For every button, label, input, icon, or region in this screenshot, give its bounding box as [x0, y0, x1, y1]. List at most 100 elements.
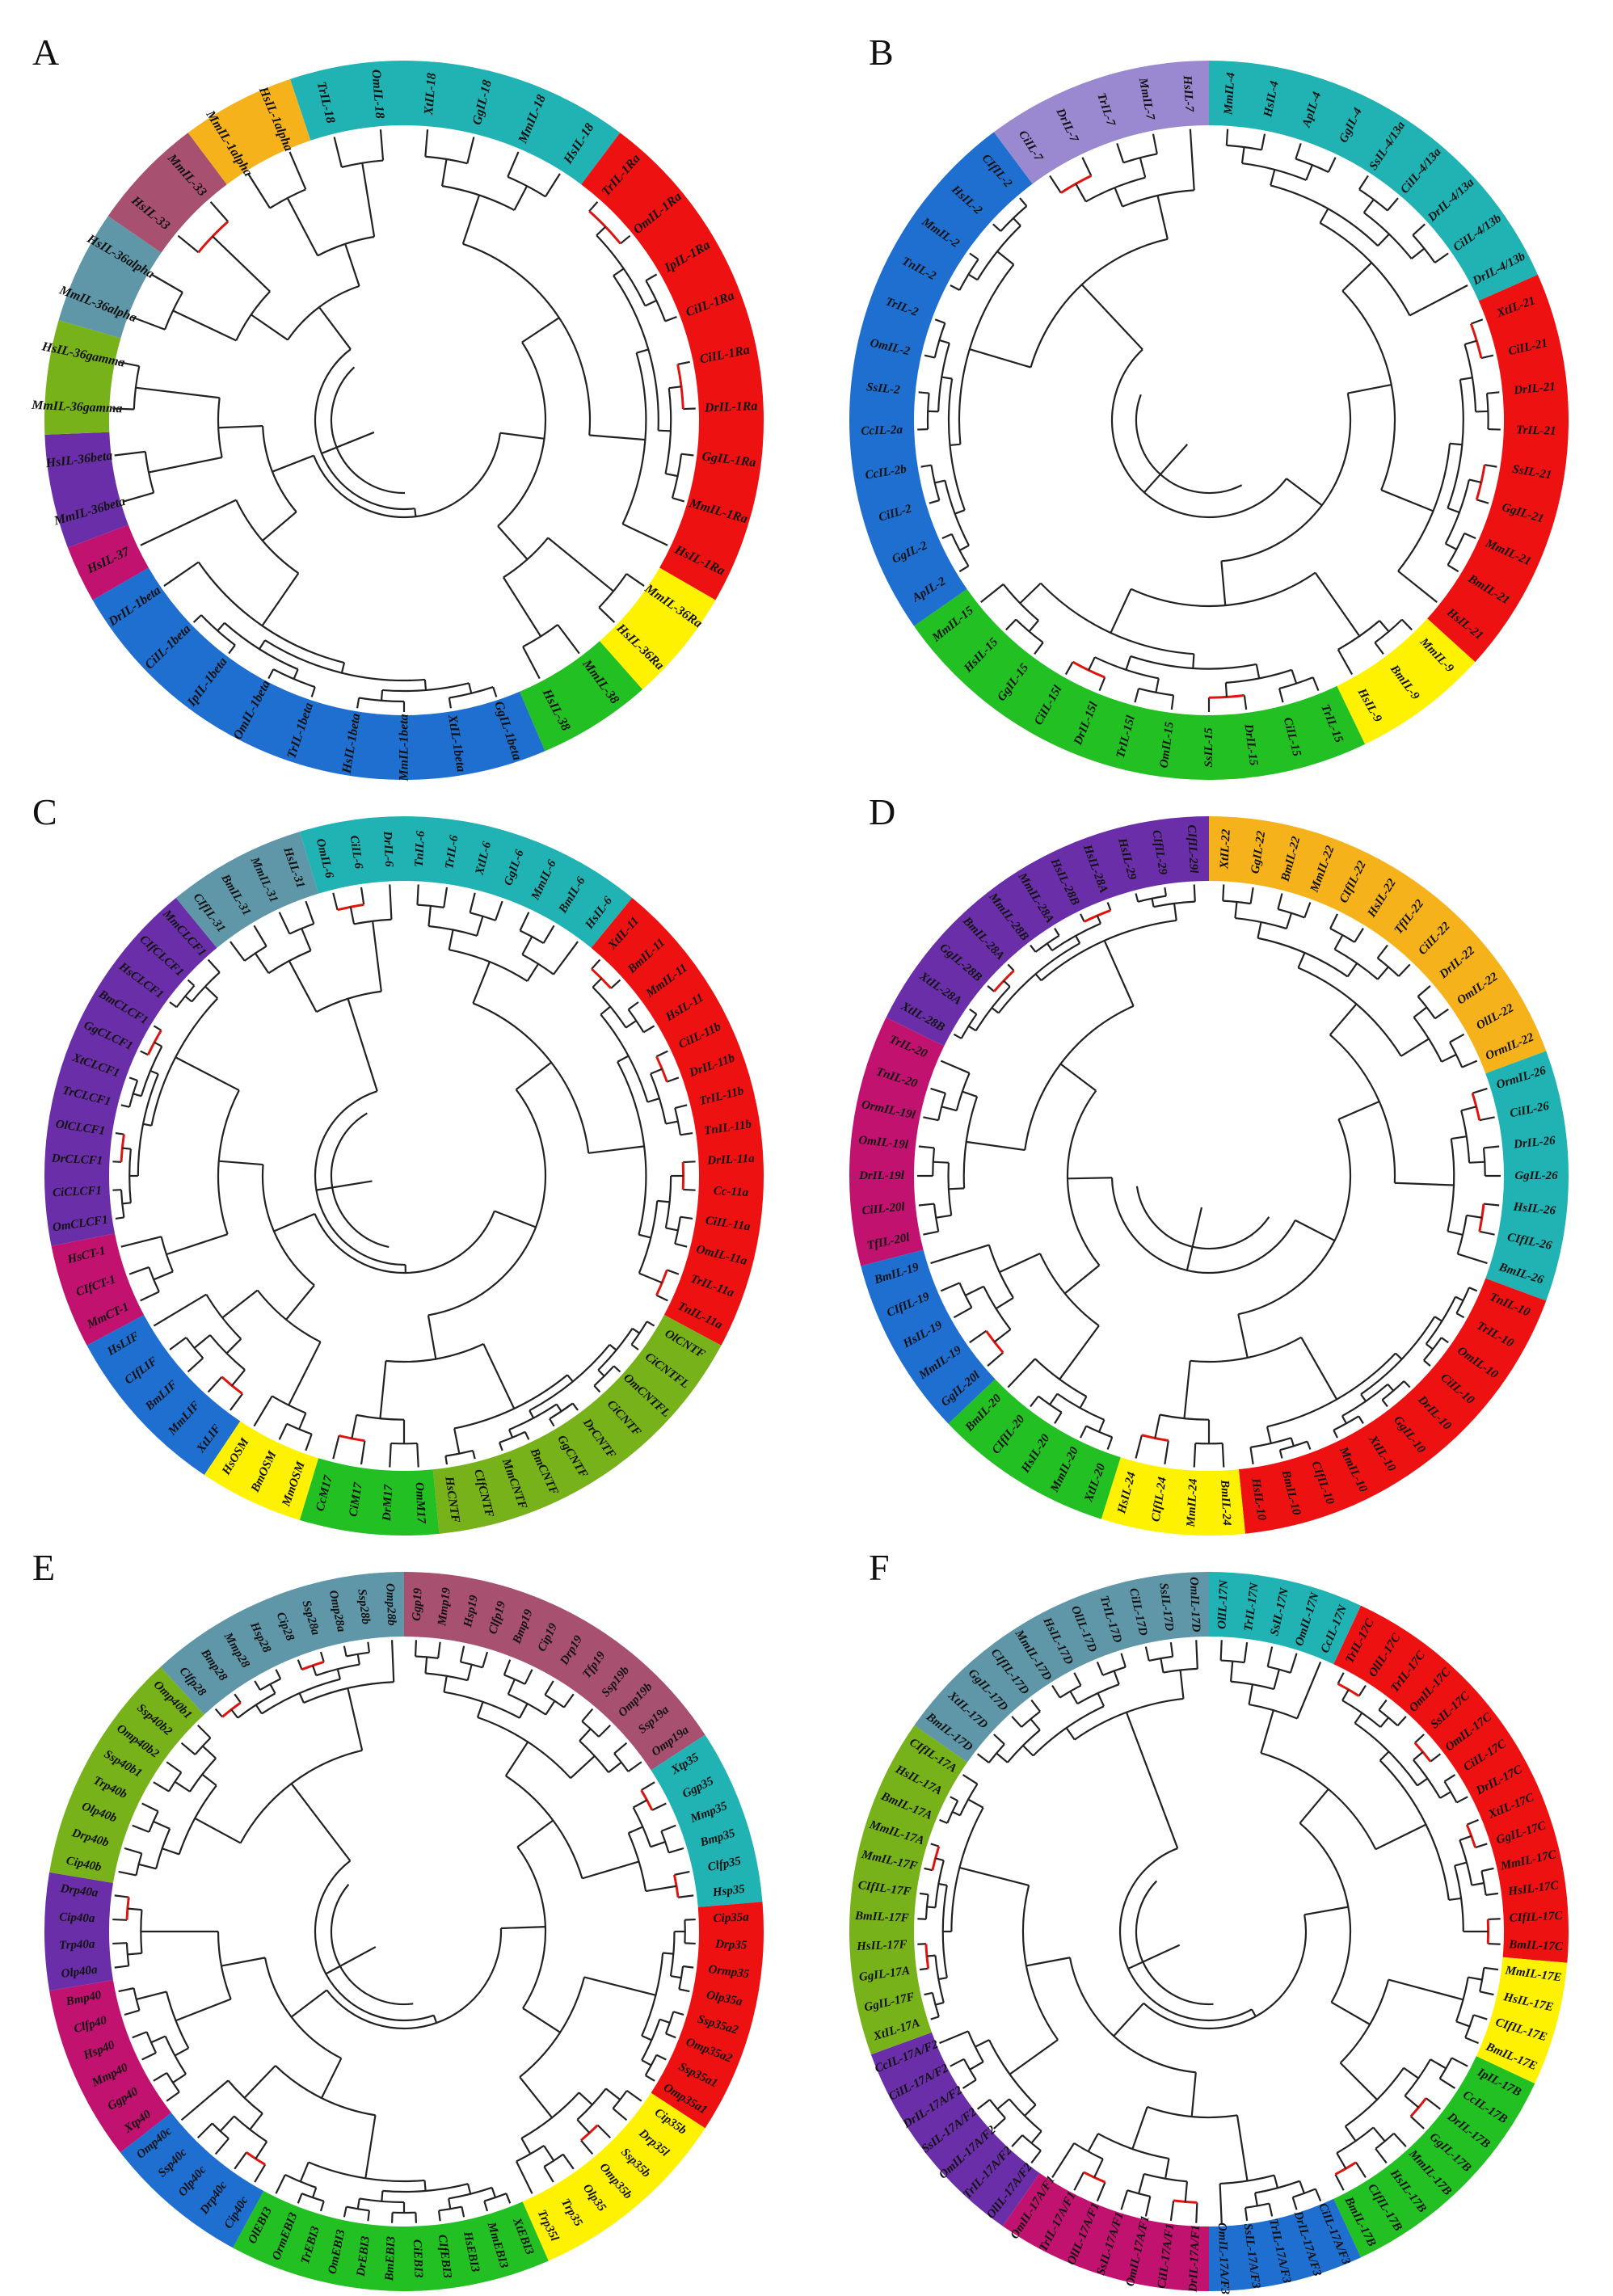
branch [437, 1641, 441, 1658]
branch-arc [1032, 1705, 1105, 1757]
branch [1266, 1426, 1272, 1444]
leaf-label: CiEBI3 [411, 2239, 425, 2279]
clade-band [849, 132, 1033, 626]
branch-arc [382, 2183, 469, 2193]
branch [1152, 133, 1158, 154]
branch [953, 1306, 972, 1319]
leaf-label: Trp40a [59, 1938, 96, 1953]
branch [1113, 1670, 1120, 1685]
branch [1455, 2020, 1471, 2028]
branch [1170, 695, 1175, 710]
branch [1395, 1352, 1403, 1360]
branch [1120, 2189, 1129, 2210]
branch-arc [339, 1434, 365, 1443]
branch-arc [1443, 1780, 1458, 1803]
leaf-label: HsIL-26 [1512, 1200, 1556, 1217]
branch-arc [947, 378, 966, 511]
branch [950, 443, 961, 447]
branch [184, 995, 193, 1003]
branch [1277, 893, 1283, 910]
branch-arc [1244, 2202, 1270, 2209]
branch-arc [924, 1894, 929, 1919]
branch [930, 2016, 940, 2020]
branch [684, 1918, 696, 1921]
branch [1134, 688, 1140, 703]
leaf-label: CiM17 [347, 1481, 365, 1518]
branch [1333, 1430, 1338, 1439]
branch [194, 1817, 242, 1844]
branch [1144, 1646, 1150, 1662]
branch [655, 1050, 668, 1058]
leaf-label: XtIL-18 [422, 73, 439, 116]
branch [1300, 1337, 1338, 1401]
branch [967, 273, 979, 281]
leaf-label: MmIL-1beta [398, 714, 411, 781]
branch [332, 1435, 340, 1460]
branch [504, 1741, 529, 1777]
branch [459, 1645, 465, 1662]
clade-band [1002, 2172, 1209, 2291]
branch [940, 1060, 971, 1074]
leaf-label: TnIL-6 [413, 830, 427, 867]
branch [934, 318, 945, 324]
branch [1469, 1161, 1485, 1164]
branch [259, 639, 266, 650]
branch [114, 450, 145, 457]
branch [987, 1351, 1004, 1367]
clade-band [1485, 1051, 1569, 1301]
leaf-label: DrIL-17A/F1 [1186, 2225, 1202, 2294]
branch [336, 1668, 342, 1680]
root-arc [1135, 1880, 1214, 2006]
leaf-label: OlIL-17N [1215, 1579, 1231, 1630]
branch [468, 683, 473, 694]
branch [122, 1147, 131, 1150]
branch [1443, 1774, 1456, 1783]
branch [1409, 284, 1468, 317]
branch [272, 454, 314, 473]
branch [1193, 884, 1196, 902]
branch [1347, 383, 1392, 394]
branch [1169, 2200, 1175, 2222]
branch [1025, 1957, 1071, 1967]
branch [218, 1160, 263, 1166]
branch [1403, 1380, 1411, 1388]
branch [1451, 2057, 1468, 2067]
leaf-label: CiIL-20l [861, 1200, 907, 1217]
branch [1398, 963, 1411, 977]
branch [1354, 1712, 1363, 1724]
branch-arc [1085, 1425, 1113, 1439]
branch [1423, 1359, 1431, 1367]
branch [941, 1106, 958, 1112]
branch [1358, 1684, 1367, 1697]
branch [1184, 2181, 1189, 2202]
branch [1379, 1750, 1390, 1762]
branch [665, 472, 678, 478]
branch [343, 1645, 347, 1657]
branch [299, 2162, 310, 2182]
branch-arc [1444, 479, 1470, 545]
branch [153, 2071, 167, 2082]
branch [416, 1443, 419, 1468]
branch [570, 1755, 596, 1780]
clade-band [49, 1980, 171, 2153]
leaf-label: SsIL-21 [1511, 463, 1552, 482]
branch [1155, 678, 1160, 693]
branch [150, 273, 183, 293]
branch [1413, 1751, 1424, 1761]
branch [298, 1692, 305, 1704]
branch-arc [128, 1080, 139, 1108]
branch [588, 1145, 645, 1154]
branch [424, 1657, 428, 1674]
branch [1289, 1653, 1298, 1674]
branch [1243, 1641, 1249, 1663]
branch [1273, 2175, 1279, 2189]
branch [1337, 1672, 1345, 1684]
branch [1404, 2095, 1420, 2109]
branch-arc [598, 573, 628, 609]
branch [118, 1870, 137, 1877]
branch [918, 391, 929, 394]
branch [1179, 1670, 1185, 1700]
branch [180, 2079, 230, 2121]
clade-band [44, 320, 121, 435]
branch [1305, 164, 1313, 181]
